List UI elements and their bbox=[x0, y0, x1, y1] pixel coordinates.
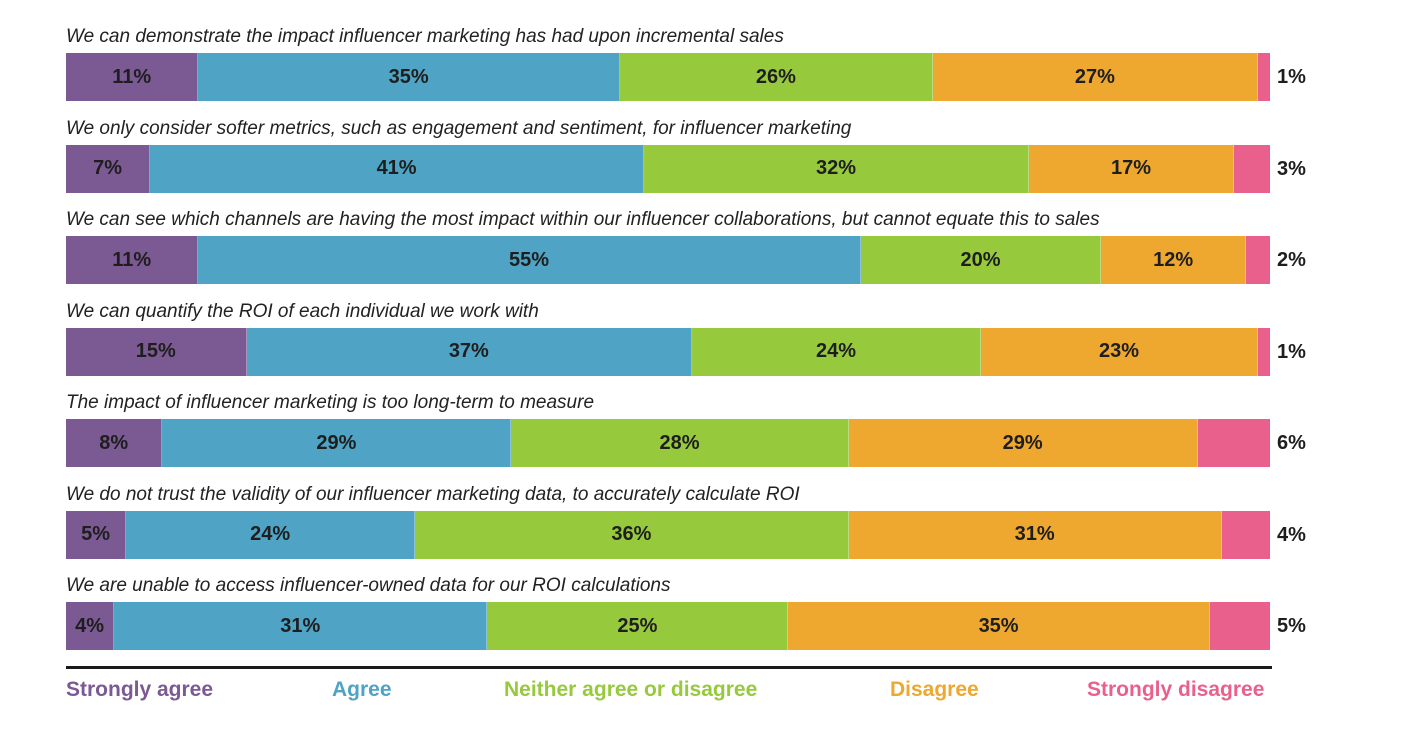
bar-segment bbox=[1257, 53, 1270, 101]
data-label-outside: 1% bbox=[1277, 340, 1306, 363]
bar-segment: 20% bbox=[860, 236, 1102, 284]
data-label: 24% bbox=[250, 523, 291, 545]
bar-segment: 27% bbox=[932, 53, 1258, 101]
bar-row: 7% 41% 32% 17% bbox=[66, 144, 1270, 193]
bar-segment: 55% bbox=[198, 236, 861, 284]
bar-segment: 25% bbox=[487, 602, 789, 650]
statement-label: We only consider softer metrics, such as… bbox=[66, 117, 852, 139]
bar-segment bbox=[1257, 327, 1270, 376]
bar-row: 5% 24% 36% 31% bbox=[66, 510, 1270, 559]
data-label: 32% bbox=[816, 157, 857, 179]
data-label: 41% bbox=[376, 157, 417, 179]
data-label-outside: 3% bbox=[1277, 157, 1306, 180]
bar-segment: 29% bbox=[162, 419, 512, 467]
statement-label: The impact of influencer marketing is to… bbox=[66, 392, 595, 413]
data-label-outside: 4% bbox=[1277, 523, 1306, 546]
data-label: 26% bbox=[755, 65, 796, 88]
data-label: 36% bbox=[611, 523, 652, 545]
data-label: 29% bbox=[316, 431, 357, 454]
bar-segment: 35% bbox=[788, 602, 1210, 650]
data-label: 7% bbox=[93, 157, 123, 179]
data-label: 5% bbox=[81, 523, 111, 545]
bar-segment bbox=[1233, 144, 1270, 193]
data-label: 23% bbox=[1098, 340, 1139, 362]
bar-segment: 31% bbox=[848, 510, 1222, 559]
statement-label: We can see which channels are having the… bbox=[66, 209, 1100, 230]
bar-segment: 4% bbox=[66, 602, 115, 650]
data-label-outside: 6% bbox=[1277, 432, 1306, 454]
bar-segment: 7% bbox=[66, 144, 151, 193]
bar-row: 8% 29% 28% 29% bbox=[66, 419, 1270, 467]
bar-segment: 12% bbox=[1101, 236, 1246, 284]
statement-label: We can demonstrate the impact influencer… bbox=[66, 26, 784, 47]
data-label: 25% bbox=[617, 614, 658, 637]
bar-segment: 31% bbox=[114, 602, 488, 650]
bar-segment: 24% bbox=[692, 327, 982, 376]
statement-label: We do not trust the validity of our infl… bbox=[66, 483, 800, 505]
bar-segment bbox=[1221, 510, 1270, 559]
bar-segment: 28% bbox=[511, 419, 849, 467]
data-label: 24% bbox=[816, 340, 857, 362]
bar-segment: 24% bbox=[126, 510, 416, 559]
legend-entry: Agree bbox=[332, 678, 392, 701]
bar-segment bbox=[1245, 236, 1270, 284]
data-label: 11% bbox=[112, 248, 152, 271]
data-label: 37% bbox=[448, 340, 489, 362]
baseline-rule bbox=[66, 666, 1272, 669]
bar-segment: 8% bbox=[66, 419, 163, 467]
bar-segment: 23% bbox=[981, 327, 1258, 376]
data-label: 12% bbox=[1153, 248, 1194, 271]
statement-label: We are unable to access influencer-owned… bbox=[66, 575, 671, 596]
bar-segment: 11% bbox=[66, 53, 199, 101]
bar-segment: 5% bbox=[66, 510, 127, 559]
bar-segment bbox=[1209, 602, 1270, 650]
data-label: 55% bbox=[509, 248, 550, 271]
bar-segment: 11% bbox=[66, 236, 199, 284]
bar-segment: 32% bbox=[643, 144, 1030, 193]
bar-segment: 36% bbox=[415, 510, 849, 559]
legend-entry: Neither agree or disagree bbox=[504, 678, 758, 701]
bar-row: 11% 35% 26% 27% bbox=[66, 53, 1270, 101]
legend-entry: Disagree bbox=[890, 678, 979, 701]
data-label: 31% bbox=[280, 614, 321, 637]
bar-segment: 41% bbox=[150, 144, 644, 193]
data-label: 20% bbox=[960, 248, 1001, 271]
legend-entry: Strongly disagree bbox=[1087, 678, 1265, 701]
bar-segment: 29% bbox=[848, 419, 1198, 467]
bar-segment: 35% bbox=[198, 53, 620, 101]
bar-segment: 37% bbox=[246, 327, 693, 376]
data-label-outside: 2% bbox=[1277, 249, 1306, 271]
data-label: 8% bbox=[99, 431, 129, 454]
data-label: 35% bbox=[978, 614, 1019, 637]
data-label: 29% bbox=[1002, 431, 1043, 454]
bar-row: 4% 31% 25% 35% bbox=[66, 602, 1270, 650]
bar-row: 15% 37% 24% 23% bbox=[66, 327, 1270, 376]
data-label: 4% bbox=[75, 614, 105, 637]
bar-segment: 17% bbox=[1029, 144, 1234, 193]
data-label: 35% bbox=[388, 65, 429, 88]
data-label: 28% bbox=[659, 431, 700, 454]
legend-entry: Strongly agree bbox=[66, 678, 214, 701]
bar-segment: 26% bbox=[619, 53, 933, 101]
data-label: 31% bbox=[1014, 523, 1055, 545]
data-label: 27% bbox=[1074, 65, 1115, 88]
data-label-outside: 1% bbox=[1277, 66, 1306, 88]
statement-label: We can quantify the ROI of each individu… bbox=[66, 300, 539, 322]
bar-segment: 15% bbox=[66, 327, 247, 376]
data-label: 17% bbox=[1110, 157, 1151, 179]
bar-row: 11% 55% 20% 12% bbox=[66, 236, 1270, 284]
bar-segment bbox=[1197, 419, 1270, 467]
data-label: 15% bbox=[135, 340, 176, 362]
data-label: 11% bbox=[112, 65, 152, 88]
data-label-outside: 5% bbox=[1277, 615, 1306, 637]
